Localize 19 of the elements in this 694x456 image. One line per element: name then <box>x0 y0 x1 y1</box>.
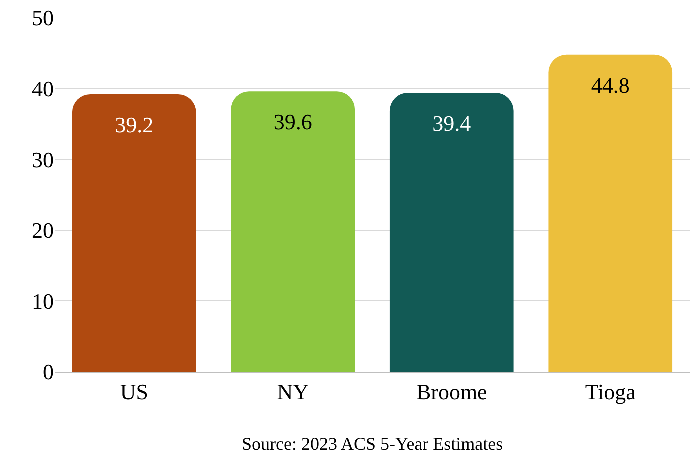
x-tick-label: NY <box>277 379 310 404</box>
x-tick-label: US <box>120 379 148 404</box>
y-tick-label: 40 <box>32 76 54 102</box>
bar <box>390 93 514 372</box>
data-label: 39.2 <box>115 112 154 138</box>
bar <box>548 54 673 372</box>
data-label: 39.4 <box>432 111 472 136</box>
y-tick-label: 0 <box>43 360 54 385</box>
data-label: 44.8 <box>591 72 630 98</box>
y-tick-label: 50 <box>32 6 54 31</box>
bar <box>72 94 196 372</box>
x-tick-label: Tioga <box>585 379 636 404</box>
y-tick-label: 10 <box>32 288 54 314</box>
y-tick-label: 20 <box>32 218 54 244</box>
y-tick-label: 30 <box>32 147 54 172</box>
source-note: Source: 2023 ACS 5-Year Estimates <box>242 434 504 454</box>
x-tick-label: Broome <box>416 379 488 404</box>
bar <box>231 92 356 372</box>
data-label: 39.6 <box>274 110 312 135</box>
